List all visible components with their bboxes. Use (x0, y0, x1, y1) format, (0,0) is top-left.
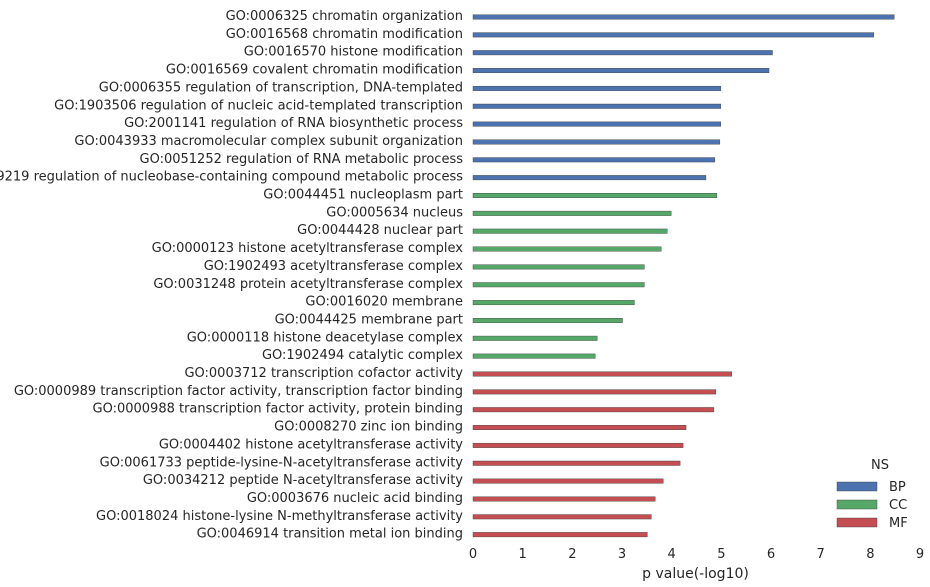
category-label: GO:0043933 macromolecular complex subuni… (74, 134, 463, 149)
bar-bp (472, 50, 773, 56)
x-axis: 0 1 2 3 4 5 6 7 8 9 (469, 547, 924, 562)
category-label: GO:1903506 regulation of nucleic acid-te… (54, 98, 463, 113)
category-labels: GO:0006325 chromatin organization GO:0016… (0, 9, 463, 542)
category-label: GO:0031248 protein acetyltransferase com… (153, 277, 463, 292)
bar-cc (472, 246, 662, 252)
bar-cc (472, 300, 635, 306)
x-tick-label: 6 (767, 547, 775, 562)
category-label: GO:0000989 transcription factor activity… (14, 384, 463, 399)
bar-mf (472, 496, 656, 502)
category-label: GO:2001141 regulation of RNA biosyntheti… (124, 116, 463, 131)
bar-bp (472, 32, 875, 38)
bars-layer (472, 14, 895, 538)
legend: NS BP CC MF (836, 458, 908, 531)
bar-cc (472, 335, 598, 341)
category-label: GO:0016568 chromatin modification (226, 27, 463, 42)
legend-swatch-cc (836, 499, 878, 510)
x-tick-label: 0 (469, 547, 477, 562)
category-label: GO:0046914 transition metal ion binding (197, 527, 463, 542)
category-label: GO:0016020 membrane (305, 295, 463, 310)
legend-title: NS (871, 458, 889, 473)
category-label: GO:0016570 histone modification (244, 45, 463, 60)
x-tick-label: 8 (866, 547, 874, 562)
category-label: GO:0006355 regulation of transcription, … (99, 80, 463, 95)
category-label: GO:0000988 transcription factor activity… (93, 402, 464, 417)
bar-mf (472, 371, 732, 377)
bar-mf (472, 407, 715, 413)
bar-bp (472, 103, 722, 109)
bar-mf (472, 442, 684, 448)
category-label: GO:0003676 nucleic acid binding (247, 491, 463, 506)
bar-mf (472, 389, 717, 395)
category-label: GO:0000118 histone deacetylase complex (187, 330, 464, 345)
x-tick-label: 7 (817, 547, 825, 562)
legend-label-bp: BP (889, 480, 906, 495)
bar-cc (472, 193, 718, 198)
legend-label-mf: MF (889, 516, 908, 531)
category-label: GO:0061733 peptide-lysine-N-acetyltransf… (100, 455, 464, 470)
x-tick-label: 1 (519, 547, 527, 562)
x-tick-label: 9 (916, 547, 924, 562)
bar-bp (472, 121, 722, 127)
category-label: GO:0000123 histone acetyltransferase com… (152, 241, 464, 256)
bar-mf (472, 514, 652, 520)
category-label: GO:0008270 zinc ion binding (274, 420, 463, 435)
category-label: GO:1902493 acetyltransferase complex (204, 259, 464, 274)
category-label: GO:0003712 transcription cofactor activi… (184, 366, 463, 381)
category-label: GO:0019219 regulation of nucleobase-cont… (0, 170, 463, 185)
legend-swatch-bp (836, 481, 878, 492)
category-label: GO:0005634 nucleus (326, 205, 463, 220)
x-tick-label: 2 (568, 547, 576, 562)
x-tick-label: 4 (668, 547, 676, 562)
category-label: GO:0051252 regulation of RNA metabolic p… (140, 152, 464, 167)
bar-mf (472, 532, 648, 538)
bar-mf (472, 460, 681, 466)
category-label: GO:0034212 peptide N-acetyltransferase a… (143, 473, 463, 488)
category-label: GO:0018024 histone-lysine N-methyltransf… (96, 509, 463, 524)
category-label: GO:0044425 membrane part (275, 312, 463, 327)
category-label: GO:1902494 catalytic complex (262, 348, 463, 363)
bar-bp (472, 175, 707, 181)
bar-cc (472, 210, 672, 216)
bar-cc (472, 282, 645, 288)
bar-bp (472, 68, 770, 74)
legend-label-cc: CC (889, 498, 907, 513)
category-label: GO:0006325 chromatin organization (226, 9, 463, 24)
x-axis-title: p value(-log10) (642, 566, 749, 582)
bar-mf (472, 425, 687, 430)
category-label: GO:0004402 histone acetyltransferase act… (159, 437, 463, 452)
bar-bp (472, 139, 721, 145)
bar-cc (472, 353, 596, 359)
bar-cc (472, 264, 645, 270)
category-label: GO:0016569 covalent chromatin modificati… (166, 63, 463, 78)
bar-cc (472, 318, 623, 323)
x-tick-label: 5 (717, 547, 725, 562)
category-label: GO:0044451 nucleoplasm part (263, 188, 463, 203)
bar-bp (472, 14, 895, 20)
category-label: GO:0044428 nuclear part (297, 223, 463, 238)
x-tick-label: 3 (618, 547, 626, 562)
bar-mf (472, 478, 664, 484)
bar-bp (472, 157, 716, 163)
bar-cc (472, 228, 668, 234)
bar-bp (472, 85, 722, 91)
legend-swatch-mf (836, 517, 878, 528)
